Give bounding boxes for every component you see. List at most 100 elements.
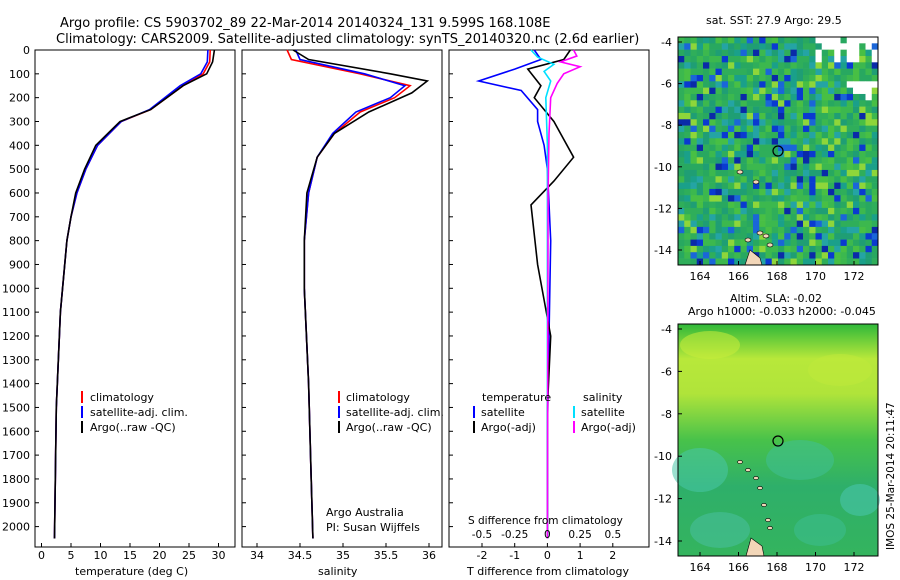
- sst-cell: [734, 176, 741, 183]
- sst-cell: [715, 195, 723, 202]
- sst-cell: [765, 106, 773, 114]
- sst-cell: [815, 182, 823, 190]
- sst-cell: [703, 43, 710, 50]
- sst-cell: [703, 182, 710, 190]
- sst-cell: [715, 258, 723, 266]
- sst-cell: [853, 182, 860, 190]
- sst-cell: [690, 49, 698, 57]
- sst-cell: [821, 81, 829, 88]
- sst-cell: [728, 138, 735, 145]
- sst-cell: [821, 87, 829, 95]
- sst-cell: [809, 233, 816, 240]
- sst-cell: [696, 163, 704, 171]
- sst-cell: [834, 252, 841, 259]
- sst-cell: [765, 144, 773, 152]
- sst-cell: [678, 93, 685, 101]
- sst-cell: [796, 144, 804, 152]
- sst-cell: [809, 258, 816, 266]
- sst-cell: [840, 87, 848, 95]
- sst-cell: [690, 112, 698, 120]
- sst-cell: [703, 119, 710, 126]
- sst-cell: [821, 157, 829, 164]
- sst-cell: [840, 207, 848, 215]
- sst-cell: [865, 182, 873, 190]
- sst-cell: [796, 138, 804, 145]
- salinity-profiles: [286, 49, 430, 539]
- sst-cell: [859, 220, 866, 228]
- sst-cell: [759, 112, 766, 120]
- sst-cell: [728, 201, 735, 209]
- sst-cell: [859, 226, 866, 234]
- sst-cell: [709, 144, 716, 152]
- sst-cell: [809, 252, 816, 259]
- sst-cell: [840, 188, 848, 196]
- sst-cell: [734, 188, 741, 196]
- sst-cell: [696, 112, 704, 120]
- temperature-profiles: [53, 49, 216, 539]
- sst-cell: [703, 106, 710, 114]
- sst-cell: [821, 125, 829, 133]
- legend-label-satellite: satellite-adj. clim.: [90, 406, 188, 419]
- sst-cell: [778, 100, 785, 107]
- island-shape: [744, 237, 752, 243]
- sst-cell: [690, 226, 698, 234]
- sst-cell: [821, 100, 829, 107]
- map-x-tick-label: 172: [844, 270, 865, 283]
- sst-cell: [790, 100, 798, 107]
- sst-cell: [684, 62, 691, 69]
- sst-cell: [771, 100, 779, 107]
- sst-cell: [784, 233, 791, 240]
- sst-cell: [815, 252, 823, 259]
- sst-cell: [815, 144, 823, 152]
- sst-cell: [865, 43, 873, 50]
- sst-cell: [853, 233, 860, 240]
- x-tick-label: -2: [477, 549, 488, 562]
- sst-cell: [790, 74, 798, 82]
- sst-cell: [821, 163, 829, 171]
- sst-cell: [703, 138, 710, 145]
- sst-cell: [765, 252, 773, 259]
- sst-cell: [784, 195, 791, 202]
- sst-cell: [796, 125, 804, 133]
- sst-cell: [721, 37, 729, 44]
- sst-cell: [859, 87, 866, 95]
- sst-cell: [846, 245, 854, 253]
- sst-cell: [828, 68, 835, 76]
- sst-cell: [815, 62, 823, 69]
- sst-cell: [765, 37, 773, 44]
- sst-cell: [734, 233, 741, 240]
- sst-cell: [809, 188, 816, 196]
- sst-cell: [715, 49, 723, 57]
- sst-cell: [790, 68, 798, 76]
- sst-cell: [715, 81, 723, 88]
- sst-cell: [709, 131, 716, 139]
- sst-cell: [840, 144, 848, 152]
- sst-cell: [778, 87, 785, 95]
- sst-map-frame: [677, 36, 879, 266]
- sst-cell: [728, 81, 735, 88]
- sst-cell: [765, 157, 773, 164]
- sst-cell: [740, 74, 748, 82]
- sst-cell: [728, 207, 735, 215]
- sst-cell: [859, 125, 866, 133]
- sst-cell: [796, 163, 804, 171]
- sst-cell: [815, 239, 823, 247]
- sst-cell: [871, 112, 879, 120]
- sst-cell: [696, 93, 704, 101]
- sst-cell: [796, 55, 804, 63]
- sst-cell: [865, 245, 873, 253]
- sst-cell: [803, 62, 810, 69]
- sst-cell: [796, 252, 804, 259]
- sst-cell: [784, 125, 791, 133]
- sst-cell: [721, 87, 729, 95]
- sst-cell: [846, 195, 854, 202]
- sst-cell: [853, 214, 860, 221]
- sst-cell: [871, 43, 879, 50]
- credit-institution: Argo Australia: [326, 506, 404, 519]
- x-tick-label: 1: [577, 549, 584, 562]
- sst-cell: [778, 258, 785, 266]
- sst-cell: [840, 119, 848, 126]
- sst-cell: [815, 176, 823, 183]
- sla-shade: [840, 484, 880, 516]
- sst-cell: [690, 81, 698, 88]
